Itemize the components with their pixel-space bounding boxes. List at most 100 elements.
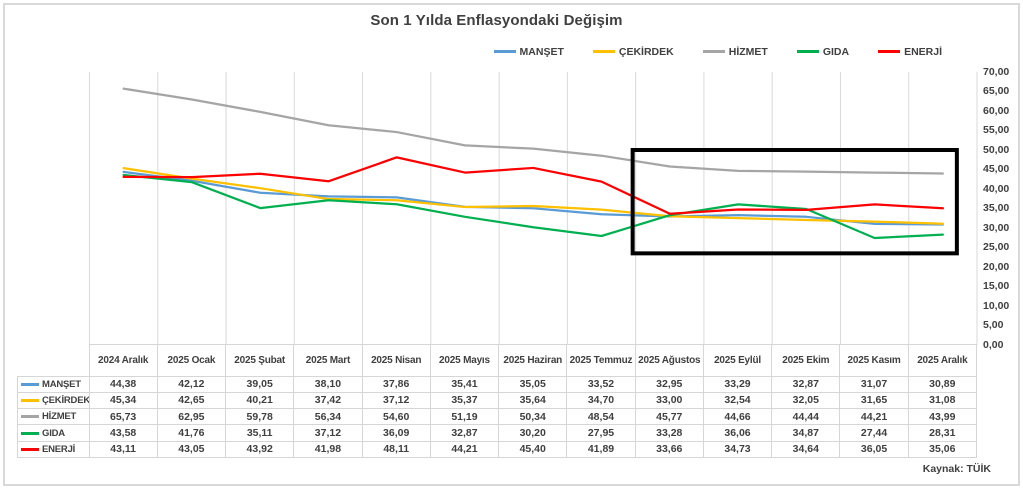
table-value-cell: 30,20: [499, 425, 568, 442]
series-name-label: ENERJİ: [42, 443, 76, 455]
series-line-çeki̇rdek: [122, 167, 944, 225]
month-label: 2025 Aralık: [917, 354, 968, 366]
table-value-cell: 27,44: [840, 425, 909, 442]
table-value-cell: 34,73: [703, 441, 773, 458]
table-value-cell: 33,52: [567, 376, 636, 393]
y-axis-tick-label: 5,00: [983, 319, 1004, 331]
y-axis-tick-label: 0,00: [983, 338, 1004, 351]
legend: MANŞET ÇEKİRDEK HİZMET GIDA ENERJİ: [493, 44, 942, 59]
table-value-cell: 28,31: [908, 425, 977, 442]
y-axis-tick-label: 45,00: [983, 163, 1010, 175]
series-line-manşet: [122, 170, 944, 226]
table-value-cell: 51,19: [430, 409, 500, 426]
y-axis-tick-label: 55,00: [983, 124, 1010, 136]
table-value-cell: 42,12: [157, 376, 227, 393]
table-value-cell: 34,64: [772, 441, 841, 458]
table-value-cell: 56,34: [294, 409, 363, 426]
series-name-label: MANŞET: [42, 378, 81, 390]
table-value-cell: 37,12: [362, 392, 431, 410]
chart-title: Son 1 Yılda Enflasyondaki Değişim: [370, 12, 623, 29]
month-label: 2025 Mart: [305, 354, 351, 366]
month-label: 2025 Ağustos: [638, 354, 701, 366]
month-label: 2025 Ekim: [782, 354, 830, 366]
y-axis-tick-label: 15,00: [983, 280, 1010, 292]
table-value-cell: 65,73: [89, 409, 158, 426]
table-header-cell: 2025 Ağustos: [635, 344, 704, 377]
y-axis-tick-label: 50,00: [983, 143, 1010, 156]
month-label: 2024 Aralık: [98, 354, 149, 366]
table-value-cell: 31,07: [840, 376, 909, 393]
series-name-label: GIDA: [42, 427, 65, 439]
y-axis-tick-label: 30,00: [983, 221, 1010, 234]
table-value-cell: 32,54: [703, 392, 773, 410]
legend-label: GIDA: [822, 45, 850, 58]
legend-item-enerji̇: ENERJİ: [878, 46, 942, 58]
series-line-enerji̇: [122, 156, 944, 215]
source-note: Kaynak: TÜİK: [922, 463, 991, 475]
table-value-cell: 35,64: [499, 392, 568, 410]
highlight-rectangle: [630, 148, 959, 256]
legend-line-icon: [796, 50, 819, 53]
table-value-cell: 44,21: [840, 409, 909, 426]
month-label: 2025 Eylül: [714, 354, 761, 366]
table-value-cell: 50,34: [499, 409, 568, 426]
table-value-cell: 59,78: [226, 409, 295, 426]
table-value-cell: 33,00: [635, 392, 704, 410]
table-value-cell: 39,05: [226, 376, 295, 393]
table-value-cell: 41,89: [567, 441, 636, 458]
table-header-cell: 2025 Mart: [294, 344, 363, 377]
table-value-cell: 32,87: [772, 376, 841, 393]
table-value-cell: 45,34: [89, 392, 158, 410]
legend-label: HİZMET: [728, 45, 768, 58]
table-value-cell: 41,98: [294, 441, 363, 458]
table-header-cell: 2025 Mayıs: [430, 344, 500, 377]
month-label: 2025 Ocak: [167, 354, 216, 366]
table-value-cell: 43,05: [157, 441, 227, 458]
series-key-line-icon: [21, 398, 39, 402]
legend-line-icon: [592, 50, 615, 53]
table-value-cell: 37,42: [294, 392, 363, 410]
series-name-label: HİZMET: [42, 411, 77, 423]
legend-line-icon: [702, 50, 725, 53]
table-value-cell: 32,87: [430, 425, 500, 442]
table-value-cell: 40,21: [226, 392, 295, 410]
table-row-label-enerji̇: ENERJİ: [17, 441, 90, 458]
month-label: 2025 Mayıs: [439, 354, 490, 366]
legend-line-icon: [493, 50, 516, 53]
table-value-cell: 43,11: [89, 441, 158, 458]
table-value-cell: 36,06: [703, 425, 773, 442]
table-value-cell: 32,05: [772, 392, 841, 410]
table-value-cell: 33,28: [635, 425, 704, 442]
y-axis-tick-label: 35,00: [983, 202, 1010, 214]
legend-item-gida: GIDA: [796, 45, 850, 58]
month-label: 2025 Kasım: [847, 354, 901, 366]
table-value-cell: 44,66: [703, 409, 773, 426]
legend-item-manşet: MANŞET: [493, 46, 564, 58]
series-key-line-icon: [21, 447, 39, 451]
y-axis-tick-label: 40,00: [983, 182, 1010, 195]
table-value-cell: 44,38: [89, 376, 158, 393]
table-value-cell: 43,58: [89, 425, 158, 442]
legend-item-hi̇zmet: HİZMET: [702, 45, 768, 58]
table-row-label-gida: GIDA: [17, 425, 90, 442]
table-value-cell: 45,77: [635, 409, 704, 426]
series-key-line-icon: [21, 415, 39, 419]
table-header-cell: 2025 Haziran: [499, 344, 568, 377]
table-value-cell: 35,05: [499, 376, 568, 393]
table-value-cell: 36,05: [840, 441, 909, 458]
table-value-cell: 54,60: [362, 409, 431, 426]
y-axis-tick-label: 25,00: [983, 241, 1010, 253]
table-value-cell: 43,99: [908, 409, 977, 426]
table-value-cell: 31,08: [908, 392, 977, 410]
table-value-cell: 44,44: [772, 409, 841, 426]
table-value-cell: 38,10: [294, 376, 363, 393]
series-name-label: ÇEKİRDEK: [42, 394, 90, 406]
month-label: 2025 Temmuz: [569, 354, 633, 366]
table-value-cell: 45,40: [499, 441, 568, 458]
y-axis-tick-label: 10,00: [983, 299, 1010, 312]
table-row-label-hi̇zmet: HİZMET: [17, 409, 90, 426]
y-axis-tick-label: 60,00: [983, 104, 1010, 117]
y-axis-tick-label: 65,00: [983, 85, 1010, 97]
